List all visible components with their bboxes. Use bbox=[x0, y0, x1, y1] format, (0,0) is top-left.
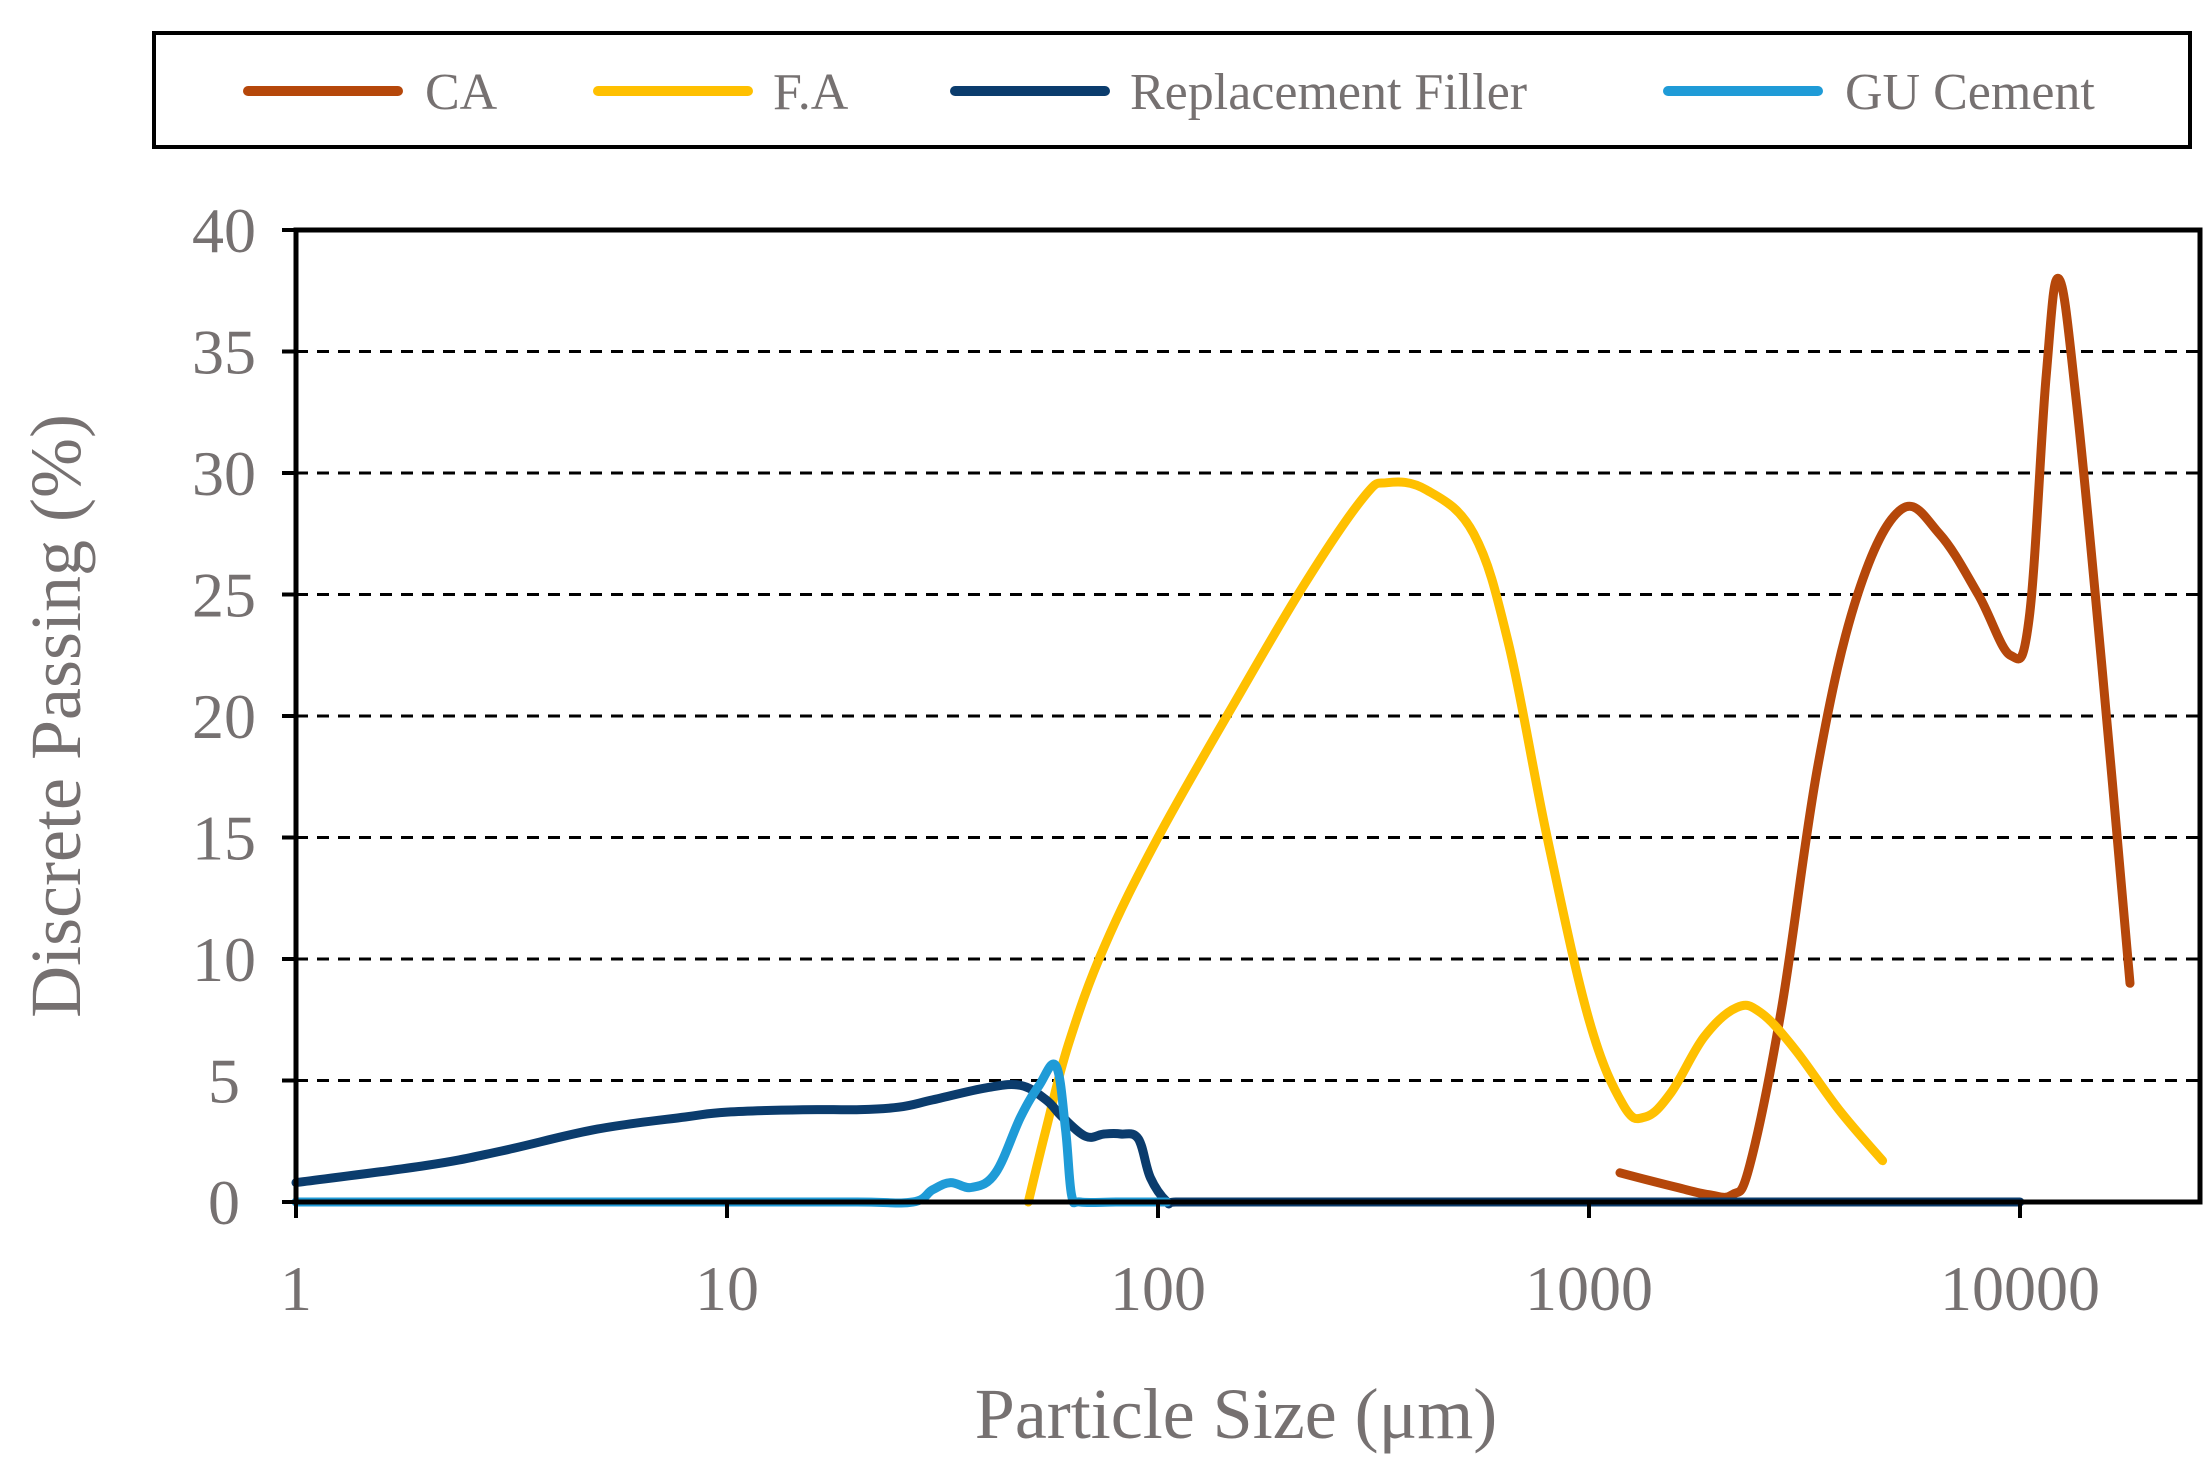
y-tick-label: 0 bbox=[208, 1167, 240, 1238]
y-axis-title: Discrete Passing (%) bbox=[16, 414, 96, 1018]
legend-label: Replacement Filler bbox=[1130, 64, 1527, 121]
series-line-f-a bbox=[1023, 477, 1888, 1207]
legend: CA F.A Replacement Filler GU Cement bbox=[243, 64, 2095, 121]
gridlines bbox=[296, 350, 2200, 1082]
y-tick-label: 5 bbox=[208, 1046, 240, 1117]
y-tick-label: 20 bbox=[192, 681, 256, 752]
y-tick-label: 35 bbox=[192, 317, 256, 388]
x-tick-label: 1000 bbox=[1525, 1253, 1653, 1324]
x-axis-title: Particle Size (μm) bbox=[975, 1374, 1497, 1454]
legend-label: GU Cement bbox=[1845, 64, 2095, 121]
series-line-ca bbox=[1615, 273, 2135, 1202]
x-tick-label: 10 bbox=[695, 1253, 759, 1324]
y-tick-label: 10 bbox=[192, 924, 256, 995]
y-tick-label: 30 bbox=[192, 438, 256, 509]
x-axis-ticks: 1 10 100 1000 10000 bbox=[280, 1202, 2100, 1324]
y-tick-label: 40 bbox=[192, 195, 256, 266]
x-tick-label: 100 bbox=[1110, 1253, 1206, 1324]
x-tick-label: 1 bbox=[280, 1253, 312, 1324]
legend-box bbox=[152, 31, 2192, 149]
series-layer bbox=[291, 273, 2135, 1209]
y-axis-ticks: 0 5 10 15 20 25 30 35 40 bbox=[192, 195, 296, 1238]
legend-label: CA bbox=[425, 64, 498, 121]
legend-label: F.A bbox=[773, 64, 849, 121]
x-tick-label: 10000 bbox=[1940, 1253, 2100, 1324]
y-tick-label: 25 bbox=[192, 560, 256, 631]
y-tick-label: 15 bbox=[192, 803, 256, 874]
